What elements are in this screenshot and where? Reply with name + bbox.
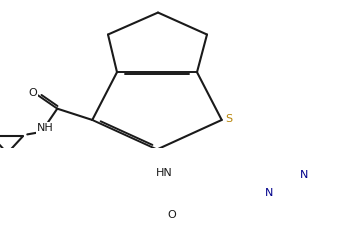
Text: NH: NH (37, 123, 54, 133)
Text: N: N (300, 170, 308, 180)
Text: S: S (225, 114, 232, 124)
Text: HN: HN (156, 168, 172, 178)
Text: O: O (28, 88, 37, 98)
Text: O: O (168, 210, 176, 220)
Text: N: N (265, 188, 274, 198)
